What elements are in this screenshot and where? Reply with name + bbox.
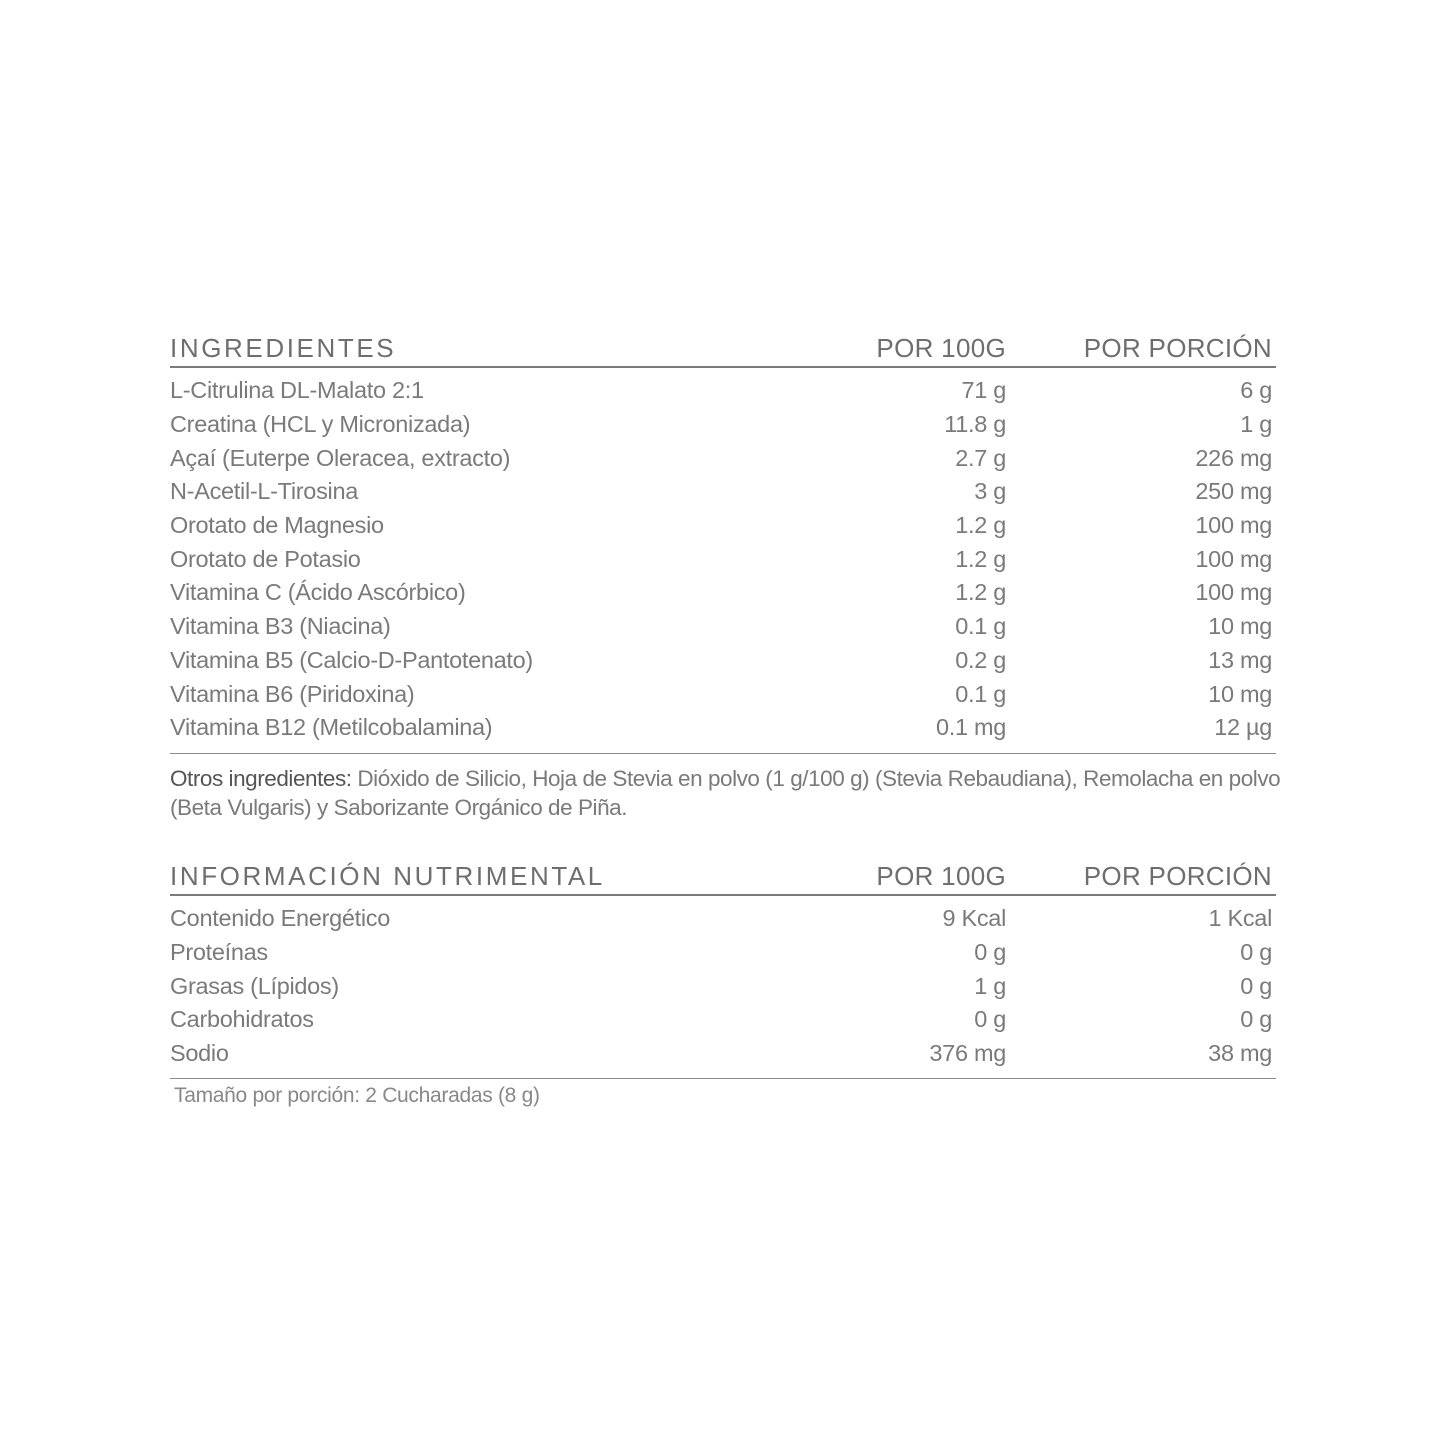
row-per-100g: 1.2 g xyxy=(955,512,1006,539)
row-name: Vitamina C (Ácido Ascórbico) xyxy=(170,579,466,606)
row-per-serving: 100 mg xyxy=(1195,579,1272,606)
row-name: Grasas (Lípidos) xyxy=(170,972,339,999)
other-ingredients-label: Otros ingredientes: xyxy=(170,766,352,791)
row-name: Vitamina B12 (Metilcobalamina) xyxy=(170,714,493,741)
row-name: Vitamina B6 (Piridoxina) xyxy=(170,680,415,707)
row-name: Proteínas xyxy=(170,939,268,966)
row-per-100g: 0.2 g xyxy=(955,646,1006,673)
row-per-serving: 1 Kcal xyxy=(1208,905,1272,932)
table-row: Grasas (Lípidos) 1 g 0 g xyxy=(170,969,1276,1003)
row-per-100g: 0 g xyxy=(974,939,1006,966)
row-name: Carbohidratos xyxy=(170,1006,314,1033)
row-per-100g: 0.1 g xyxy=(955,680,1006,707)
row-per-serving: 10 mg xyxy=(1208,680,1272,707)
table-row: Açaí (Euterpe Oleracea, extracto) 2.7 g 22… xyxy=(170,441,1276,475)
row-per-serving: 100 mg xyxy=(1195,545,1272,572)
row-name: Açaí (Euterpe Oleracea, extracto) xyxy=(170,444,511,471)
nutrition-title: INFORMACIÓN NUTRIMENTAL xyxy=(170,861,605,891)
table-row: Proteínas 0 g 0 g xyxy=(170,936,1276,970)
row-per-100g: 0.1 g xyxy=(955,613,1006,640)
other-ingredients-text: Dióxido de Silicio, Hoja de Stevia en po… xyxy=(170,766,1281,820)
col-per-serving: POR PORCIÓN xyxy=(1083,861,1272,891)
row-per-100g: 11.8 g xyxy=(944,411,1006,438)
row-name: Orotato de Potasio xyxy=(170,545,361,572)
table-row: L-Citrulina DL-Malato 2:1 71 g 6 g xyxy=(170,374,1276,408)
row-per-serving: 12 µg xyxy=(1214,714,1272,741)
row-name: Contenido Energético xyxy=(170,905,391,932)
col-per-100g: POR 100G xyxy=(876,333,1006,363)
row-per-serving: 13 mg xyxy=(1208,646,1272,673)
table-row: Orotato de Potasio 1.2 g 100 mg xyxy=(170,542,1276,576)
row-name: N-Acetil-L-Tirosina xyxy=(170,478,358,505)
nutrition-table: INFORMACIÓN NUTRIMENTAL POR 100G POR POR… xyxy=(170,858,1276,1080)
row-name: Creatina (HCL y Micronizada) xyxy=(170,411,471,438)
table-row: Sodio 376 mg 38 mg xyxy=(170,1037,1276,1071)
table-row: Contenido Energético 9 Kcal 1 Kcal xyxy=(170,902,1276,936)
table-row: Vitamina B12 (Metilcobalamina) 0.1 mg 12 µ… xyxy=(170,711,1276,745)
row-per-serving: 226 mg xyxy=(1195,444,1272,471)
table-row: Creatina (HCL y Micronizada) 11.8 g 1 g xyxy=(170,408,1276,442)
col-per-serving: POR PORCIÓN xyxy=(1083,333,1272,363)
row-per-100g: 2.7 g xyxy=(955,444,1006,471)
row-per-serving: 1 g xyxy=(1240,411,1272,438)
row-name: Vitamina B5 (Calcio-D-Pantotenato) xyxy=(170,646,533,673)
row-per-serving: 0 g xyxy=(1240,1006,1272,1033)
row-per-100g: 3 g xyxy=(974,478,1006,505)
row-per-serving: 6 g xyxy=(1240,377,1272,404)
row-name: Sodio xyxy=(170,1040,229,1067)
row-per-serving: 0 g xyxy=(1240,972,1272,999)
row-per-100g: 71 g xyxy=(961,377,1006,404)
table-row: Vitamina C (Ácido Ascórbico) 1.2 g 100 mg xyxy=(170,576,1276,610)
row-per-100g: 1 g xyxy=(974,972,1006,999)
row-per-100g: 376 mg xyxy=(929,1040,1006,1067)
table-row: Carbohidratos 0 g 0 g xyxy=(170,1003,1276,1037)
table-row: Vitamina B5 (Calcio-D-Pantotenato) 0.2 g 1… xyxy=(170,644,1276,678)
nutrition-header: INFORMACIÓN NUTRIMENTAL POR 100G POR POR… xyxy=(170,858,1276,896)
row-per-100g: 0.1 mg xyxy=(935,714,1006,741)
serving-size-note: Tamaño por porción: 2 Cucharadas (8 g) xyxy=(174,1084,540,1107)
row-per-serving: 10 mg xyxy=(1208,613,1272,640)
row-per-serving: 38 mg xyxy=(1208,1040,1272,1067)
table-row: Orotato de Magnesio 1.2 g 100 mg xyxy=(170,509,1276,543)
ingredients-table: INGREDIENTES POR 100G POR PORCIÓN L-Citr… xyxy=(170,330,1276,754)
row-per-serving: 100 mg xyxy=(1195,512,1272,539)
row-per-100g: 9 Kcal xyxy=(942,905,1006,932)
row-name: Orotato de Magnesio xyxy=(170,512,384,539)
ingredients-title: INGREDIENTES xyxy=(170,333,397,363)
table-row: Vitamina B3 (Niacina) 0.1 g 10 mg xyxy=(170,610,1276,644)
row-per-serving: 250 mg xyxy=(1195,478,1272,505)
row-per-serving: 0 g xyxy=(1240,939,1272,966)
row-per-100g: 1.2 g xyxy=(955,579,1006,606)
other-ingredients: Otros ingredientes: Dióxido de Silicio, … xyxy=(170,764,1290,822)
ingredients-header: INGREDIENTES POR 100G POR PORCIÓN xyxy=(170,330,1276,368)
ingredients-rows: L-Citrulina DL-Malato 2:1 71 g 6 g Creatina… xyxy=(170,368,1276,754)
row-name: L-Citrulina DL-Malato 2:1 xyxy=(170,377,424,404)
nutrition-rows: Contenido Energético 9 Kcal 1 Kcal Proteína… xyxy=(170,896,1276,1080)
row-name: Vitamina B3 (Niacina) xyxy=(170,613,391,640)
table-row: N-Acetil-L-Tirosina 3 g 250 mg xyxy=(170,475,1276,509)
col-per-100g: POR 100G xyxy=(876,861,1006,891)
row-per-100g: 0 g xyxy=(974,1006,1006,1033)
row-per-100g: 1.2 g xyxy=(955,545,1006,572)
table-row: Vitamina B6 (Piridoxina) 0.1 g 10 mg xyxy=(170,677,1276,711)
